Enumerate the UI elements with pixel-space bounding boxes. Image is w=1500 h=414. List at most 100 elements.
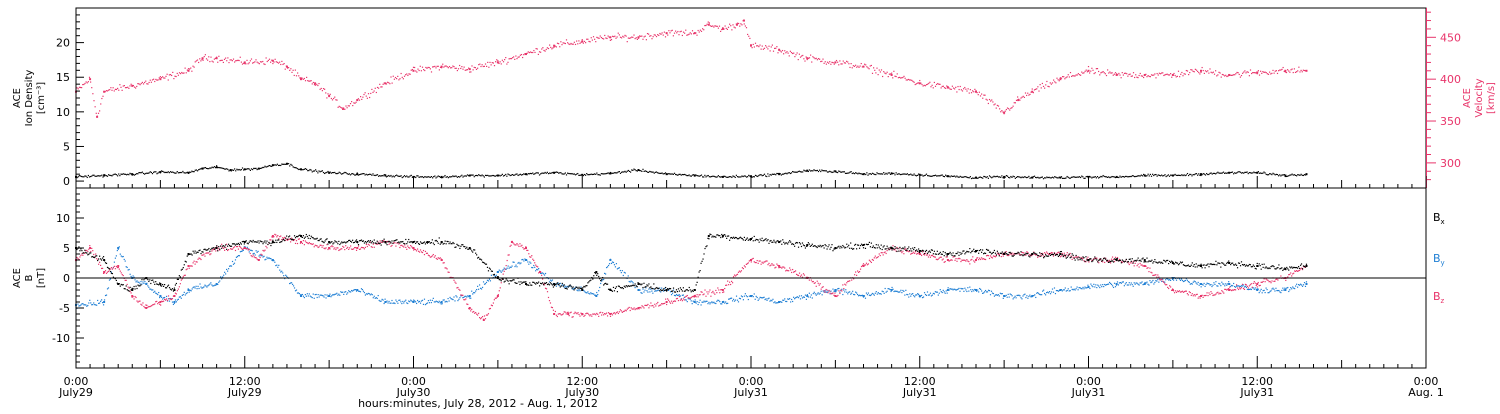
sample-dot bbox=[1253, 171, 1254, 172]
sample-dot bbox=[1007, 176, 1008, 177]
sample-dot bbox=[1133, 175, 1134, 176]
sample-dot bbox=[1215, 173, 1216, 174]
sample-dot bbox=[936, 175, 937, 176]
sample-dot bbox=[576, 174, 577, 175]
sample-dot bbox=[269, 165, 270, 166]
sample-dot bbox=[437, 259, 438, 260]
sample-dot bbox=[909, 79, 910, 80]
sample-dot bbox=[615, 266, 616, 267]
sample-dot bbox=[834, 293, 835, 294]
sample-dot bbox=[746, 176, 747, 177]
sample-dot bbox=[412, 69, 413, 70]
sample-dot bbox=[389, 176, 390, 177]
sample-dot bbox=[1060, 77, 1061, 78]
sample-dot bbox=[935, 86, 936, 87]
sample-dot bbox=[1261, 173, 1262, 174]
sample-dot bbox=[447, 301, 448, 302]
sample-dot bbox=[599, 287, 600, 288]
sample-dot bbox=[591, 174, 592, 175]
sample-dot bbox=[569, 44, 570, 45]
sample-dot bbox=[1257, 172, 1258, 173]
sample-dot bbox=[1072, 259, 1073, 260]
sample-dot bbox=[430, 68, 431, 69]
sample-dot bbox=[118, 90, 119, 91]
sample-dot bbox=[234, 168, 235, 169]
sample-dot bbox=[826, 170, 827, 171]
sample-dot bbox=[300, 169, 301, 170]
sample-dot bbox=[510, 58, 511, 59]
sample-dot bbox=[648, 34, 649, 35]
sample-dot bbox=[973, 290, 974, 291]
sample-dot bbox=[303, 240, 304, 241]
sample-dot bbox=[1095, 72, 1096, 73]
sample-dot bbox=[183, 172, 184, 173]
sample-dot bbox=[705, 296, 706, 297]
sample-dot bbox=[965, 289, 966, 290]
sample-dot bbox=[237, 246, 238, 247]
sample-dot bbox=[222, 60, 223, 61]
sample-dot bbox=[721, 29, 722, 30]
sample-dot bbox=[190, 67, 191, 68]
sample-dot bbox=[1087, 71, 1088, 72]
sample-dot bbox=[1253, 283, 1254, 284]
sample-dot bbox=[637, 170, 638, 171]
sample-dot bbox=[345, 172, 346, 173]
sample-dot bbox=[738, 272, 739, 273]
sample-dot bbox=[572, 173, 573, 174]
sample-dot bbox=[633, 282, 634, 283]
sample-dot bbox=[230, 59, 231, 60]
sample-dot bbox=[955, 258, 956, 259]
sample-dot bbox=[539, 174, 540, 175]
sample-dot bbox=[855, 271, 856, 272]
sample-dot bbox=[135, 174, 136, 175]
sample-dot bbox=[687, 175, 688, 176]
sample-dot bbox=[114, 262, 115, 263]
sample-dot bbox=[1081, 176, 1082, 177]
sample-dot bbox=[1014, 176, 1015, 177]
sample-dot bbox=[1278, 175, 1279, 176]
sample-dot bbox=[423, 304, 424, 305]
sample-dot bbox=[306, 296, 307, 297]
sample-dot bbox=[892, 245, 893, 246]
sample-dot bbox=[1227, 172, 1228, 173]
sample-dot bbox=[722, 27, 723, 28]
sample-dot bbox=[185, 68, 186, 69]
sample-dot bbox=[1247, 286, 1248, 287]
sample-dot bbox=[293, 70, 294, 71]
sample-dot bbox=[264, 64, 265, 65]
ylabel-density-line-2: Ion Density bbox=[24, 70, 35, 127]
sample-dot bbox=[97, 116, 98, 117]
sample-dot bbox=[155, 171, 156, 172]
sample-dot bbox=[1142, 175, 1143, 176]
sample-dot bbox=[403, 78, 404, 79]
data-point bbox=[595, 271, 597, 273]
sample-dot bbox=[636, 170, 637, 171]
sample-dot bbox=[849, 291, 850, 292]
sample-dot bbox=[1033, 92, 1034, 93]
sample-dot bbox=[701, 175, 702, 176]
sample-dot bbox=[639, 289, 640, 290]
sample-dot bbox=[388, 244, 389, 245]
sample-dot bbox=[881, 173, 882, 174]
sample-dot bbox=[858, 173, 859, 174]
sample-dot bbox=[609, 313, 610, 314]
sample-dot bbox=[1217, 172, 1218, 173]
sample-dot bbox=[1115, 177, 1116, 178]
sample-dot bbox=[212, 167, 213, 168]
sample-dot bbox=[1061, 289, 1062, 290]
sample-dot bbox=[1049, 291, 1050, 292]
sample-dot bbox=[927, 175, 928, 176]
sample-dot bbox=[211, 284, 212, 285]
sample-dot bbox=[734, 176, 735, 177]
sample-dot bbox=[270, 239, 271, 240]
sample-dot bbox=[625, 272, 626, 273]
sample-dot bbox=[954, 260, 955, 261]
sample-dot bbox=[1189, 72, 1190, 73]
sample-dot bbox=[762, 175, 763, 176]
sample-dot bbox=[790, 269, 791, 270]
sample-dot bbox=[654, 34, 655, 35]
sample-dot bbox=[133, 298, 134, 299]
sample-dot bbox=[728, 27, 729, 28]
sample-dot bbox=[920, 175, 921, 176]
sample-dot bbox=[1195, 173, 1196, 174]
